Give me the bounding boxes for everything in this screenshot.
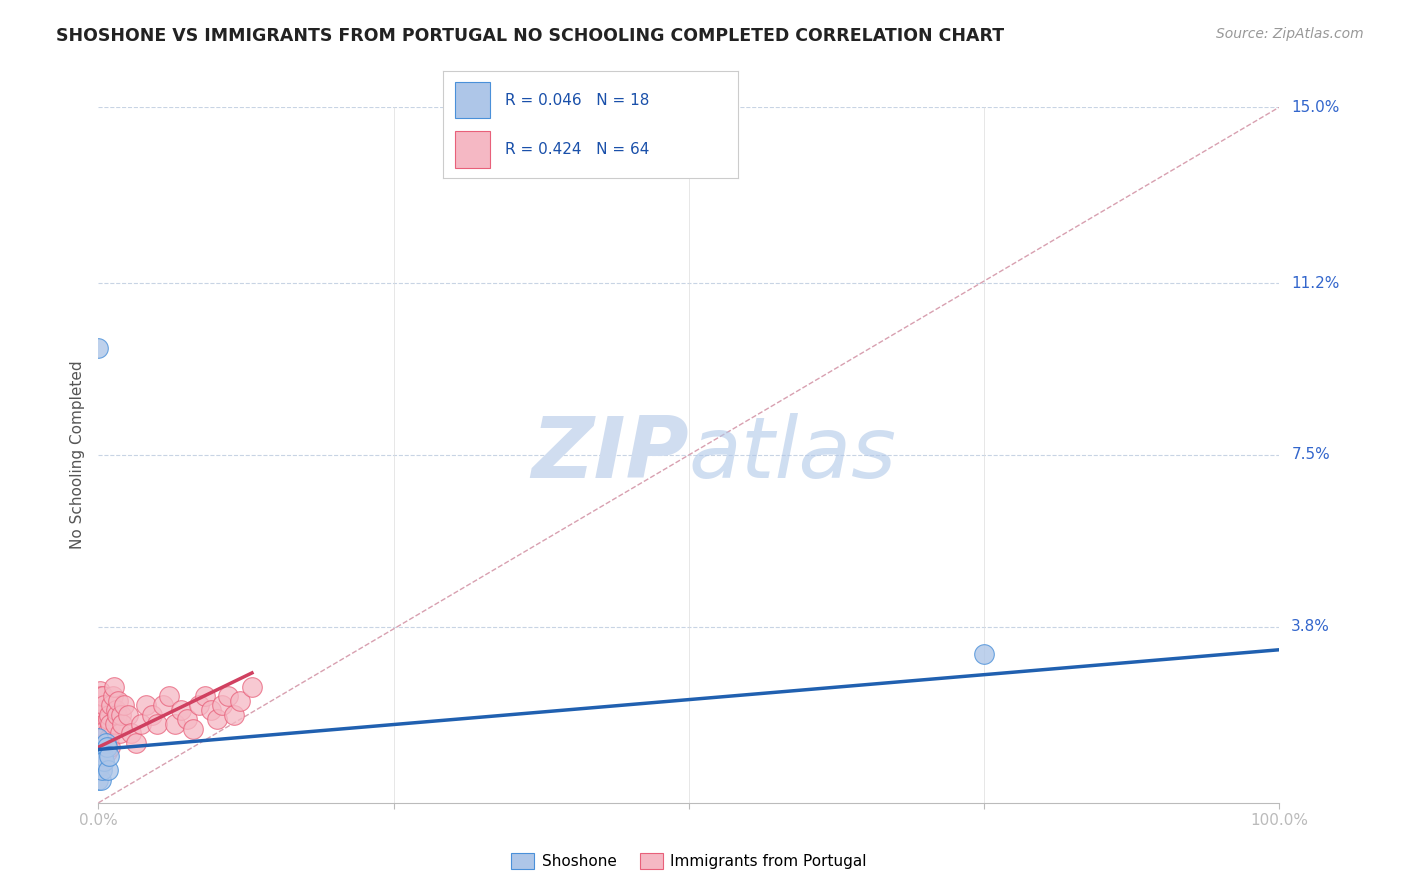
Point [87,707,110,722]
Point [90,754,112,768]
Point [94,722,117,736]
Point [129,717,152,731]
Point [125,735,148,749]
Point [90,735,112,749]
Point [90,707,112,722]
Point [224,707,246,722]
Point [89,749,111,764]
Point [98,731,121,745]
Point [98,740,121,755]
Text: SHOSHONE VS IMMIGRANTS FROM PORTUGAL NO SCHOOLING COMPLETED CORRELATION CHART: SHOSHONE VS IMMIGRANTS FROM PORTUGAL NO … [56,27,1004,45]
Point [90,689,112,703]
Point [100,698,122,713]
Text: 11.2%: 11.2% [1291,276,1340,291]
Point [91,764,114,778]
Point [94,735,117,749]
Point [176,712,198,726]
Point [107,694,129,708]
Point [93,735,115,749]
Point [97,735,120,749]
Point [165,717,187,731]
Point [187,698,209,713]
Point [87,749,110,764]
Point [97,712,120,726]
Point [87,772,110,787]
Text: 3.8%: 3.8% [1291,619,1330,634]
Point [87,758,110,772]
Point [89,758,111,772]
Point [89,684,111,698]
Point [93,698,115,713]
Point [973,648,995,662]
Point [87,735,110,749]
Point [105,707,128,722]
Point [93,754,115,768]
Point [91,749,114,764]
Point [146,717,169,731]
Point [87,722,110,736]
Point [89,698,111,713]
Point [91,740,114,755]
Point [91,722,114,736]
Y-axis label: No Schooling Completed: No Schooling Completed [69,360,84,549]
Point [104,717,127,731]
Point [96,740,118,755]
Point [90,772,112,787]
Point [87,749,110,764]
Text: R = 0.046   N = 18: R = 0.046 N = 18 [505,93,650,108]
Point [87,731,110,745]
Point [91,712,114,726]
Point [98,749,121,764]
Text: 7.5%: 7.5% [1291,448,1330,462]
Text: R = 0.424   N = 64: R = 0.424 N = 64 [505,142,650,157]
Point [91,726,114,740]
Point [200,703,222,717]
Bar [454,131,491,168]
Point [87,341,110,355]
Point [205,712,228,726]
Point [98,717,121,731]
Point [89,726,111,740]
Legend: Shoshone, Immigrants from Portugal: Shoshone, Immigrants from Portugal [505,847,873,875]
Point [152,698,174,713]
Point [98,707,121,722]
Text: ZIP: ZIP [531,413,689,497]
Point [135,698,157,713]
Point [108,726,131,740]
Text: 15.0%: 15.0% [1291,100,1340,114]
Point [103,680,125,694]
Text: Source: ZipAtlas.com: Source: ZipAtlas.com [1216,27,1364,41]
Point [111,717,134,731]
Point [97,764,120,778]
Point [112,698,135,713]
Point [87,740,110,755]
Point [91,689,114,703]
Point [91,745,114,759]
Point [96,745,118,759]
Point [121,726,143,740]
Point [94,740,117,755]
Point [91,703,114,717]
Point [170,703,193,717]
Point [90,722,112,736]
Point [229,694,252,708]
Point [117,707,139,722]
Point [93,717,115,731]
Point [181,722,204,736]
Point [157,689,180,703]
Point [194,689,217,703]
Point [105,703,128,717]
Point [89,712,111,726]
Point [240,680,263,694]
Bar [454,82,491,119]
Point [96,726,118,740]
Text: atlas: atlas [689,413,897,497]
Point [211,698,233,713]
Point [110,707,132,722]
Point [141,707,163,722]
Point [217,689,239,703]
Point [101,689,124,703]
